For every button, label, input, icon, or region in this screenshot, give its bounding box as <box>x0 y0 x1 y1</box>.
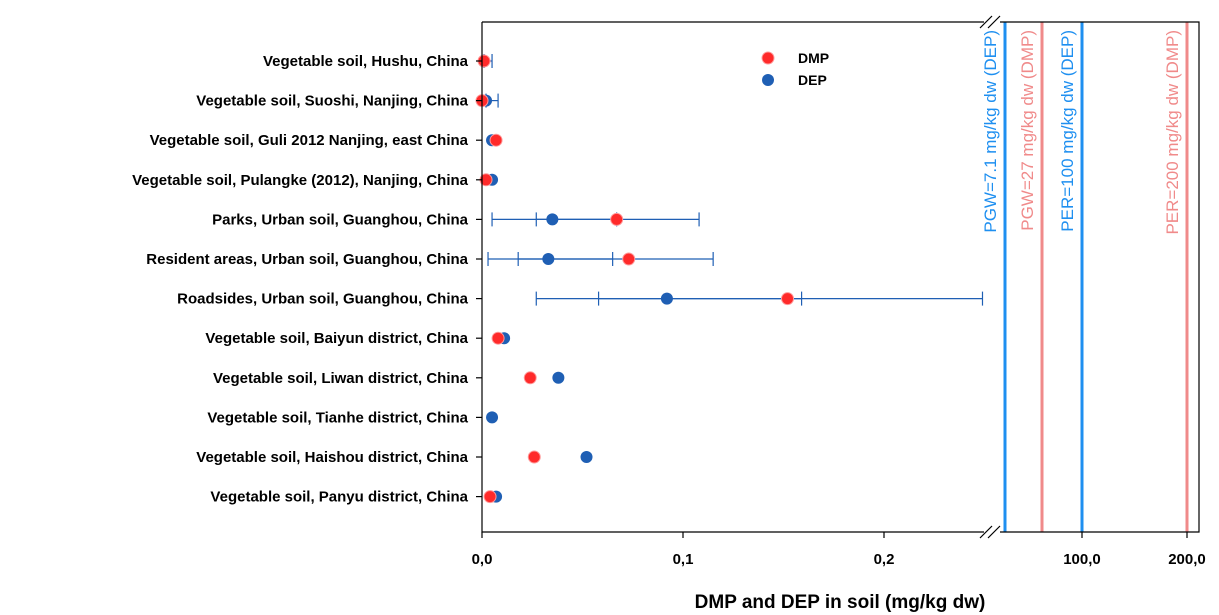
reference-line-label: PER=100 mg/kg dw (DEP) <box>1058 30 1077 232</box>
dep-point <box>546 213 559 226</box>
category-label: Vegetable soil, Baiyun district, China <box>205 330 468 347</box>
category-label: Vegetable soil, Liwan district, China <box>213 370 469 387</box>
category-label: Vegetable soil, Suoshi, Nanjing, China <box>196 93 468 110</box>
category-label: Resident areas, Urban soil, Guanghou, Ch… <box>146 251 468 268</box>
dmp-point <box>527 450 541 464</box>
axis-break-mark <box>979 525 993 539</box>
error-bars <box>483 54 984 306</box>
category-label: Vegetable soil, Hushu, China <box>263 53 469 70</box>
reference-lines: PGW=7.1 mg/kg dw (DEP) PGW=27 mg/kg dw (D… <box>981 22 1189 532</box>
dmp-point <box>491 331 505 345</box>
category-label: Vegetable soil, Pulangke (2012), Nanjing… <box>132 172 469 189</box>
x-tick-label: 100,0 <box>1063 551 1101 568</box>
category-label: Vegetable soil, Panyu district, China <box>210 489 468 506</box>
legend-label: DMP <box>798 50 829 66</box>
reference-line-label: PGW=7.1 mg/kg dw (DEP) <box>981 30 1000 233</box>
legend-marker-dep <box>762 74 774 86</box>
dmp-point <box>483 490 497 504</box>
category-label: Roadsides, Urban soil, Guanghou, China <box>177 291 469 308</box>
dmp-point <box>489 133 503 147</box>
category-label: Vegetable soil, Tianhe district, China <box>207 409 468 426</box>
axis-break-mark <box>987 525 1001 539</box>
axis-break-mark <box>987 15 1001 29</box>
category-label: Vegetable soil, Guli 2012 Nanjing, east … <box>150 132 469 149</box>
x-tick-label: 0,2 <box>874 551 895 568</box>
data-points <box>475 54 795 504</box>
dep-point <box>542 253 555 265</box>
x-axis-title: DMP and DEP in soil (mg/kg dw) <box>695 592 986 613</box>
x-tick-label: 0,1 <box>673 551 694 568</box>
axis-break-mark <box>979 15 993 29</box>
plot-frame-right <box>1000 21 1200 533</box>
dep-point <box>660 292 673 305</box>
legend-label: DEP <box>798 72 827 88</box>
legend-marker-dmp <box>761 51 775 65</box>
reference-line-label: PGW=27 mg/kg dw (DMP) <box>1018 30 1037 231</box>
dep-point <box>486 411 499 424</box>
x-tick-label: 0,0 <box>472 551 493 568</box>
reference-line-label: PER=200 mg/kg dw (DMP) <box>1163 30 1182 235</box>
dep-point <box>580 451 593 463</box>
category-label: Parks, Urban soil, Guanghou, China <box>212 211 469 228</box>
axes: 0,0 0,1 0,2 100,0 200,0 Vegetable soil, Hushu… <box>132 15 1206 613</box>
category-label: Vegetable soil, Haishou district, China <box>196 449 468 466</box>
dep-point <box>552 371 565 384</box>
dmp-point <box>622 252 636 266</box>
x-tick-label: 200,0 <box>1168 551 1206 568</box>
dmp-point <box>781 292 795 306</box>
legend: DMP DEP <box>761 50 829 88</box>
dmp-point <box>610 212 624 226</box>
dmp-point <box>523 371 537 385</box>
plot-frame-left-bottom <box>481 22 984 533</box>
